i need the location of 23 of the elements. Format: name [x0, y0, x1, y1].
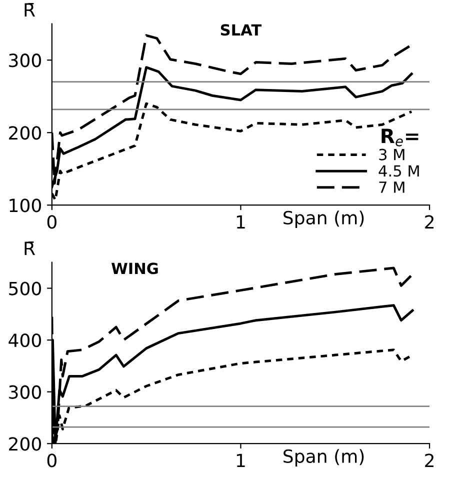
x-axis-title: Span (m) [284, 449, 364, 467]
y-tick-label: 500 [9, 282, 41, 296]
y-axis-title: R̄ [24, 242, 36, 255]
y-tick-label: 400 [8, 333, 41, 348]
x-tick-label: 1 [236, 454, 245, 468]
y-tick-label: 100 [10, 198, 41, 212]
legend-title: R$_{e}$= [382, 128, 418, 146]
legend-label: 4.5 M [378, 165, 419, 177]
x-tick-label: 2 [425, 215, 434, 229]
y-tick-label: 200 [9, 126, 41, 140]
chart-title: SLAT [220, 24, 262, 36]
x-axis-title: Span (m) [284, 210, 364, 228]
legend-label: 7 M [379, 182, 404, 193]
y-axis-title: R̄ [24, 3, 36, 16]
x-tick-label: 1 [236, 215, 245, 229]
y-tick-label: 300 [9, 54, 41, 68]
y-tick-label: 200 [9, 437, 41, 451]
legend-label: 3 M [379, 148, 404, 160]
y-tick-label: 300 [9, 385, 41, 399]
x-tick-label: 0 [47, 454, 56, 468]
x-tick-label: 2 [425, 454, 434, 468]
x-tick-label: 0 [47, 215, 56, 229]
chart-title: WING [112, 262, 158, 274]
